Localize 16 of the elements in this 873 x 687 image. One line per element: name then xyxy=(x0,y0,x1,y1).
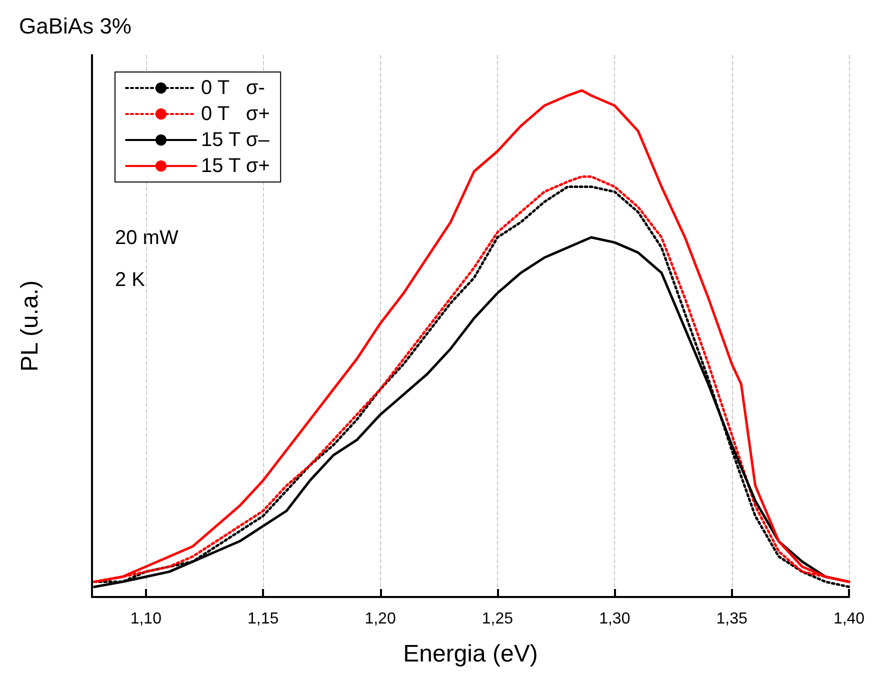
x-tick-label: 1,30 xyxy=(599,610,630,628)
x-tick-label: 1,10 xyxy=(130,610,162,628)
x-tick-label: 1,25 xyxy=(482,610,514,628)
x-axis-title: Energia (eV) xyxy=(403,640,538,668)
chart-title: GaBiAs 3% xyxy=(19,14,132,38)
x-tick-label: 1,40 xyxy=(833,610,865,628)
x-tick-label: 1,20 xyxy=(364,610,396,628)
legend-label: 0 T σ- xyxy=(201,77,265,99)
annotation: 2 K xyxy=(115,269,146,291)
x-tick-label: 1,15 xyxy=(248,610,279,628)
x-tick-label: 1,35 xyxy=(716,610,748,628)
annotation: 20 mW xyxy=(115,227,178,249)
legend-label: 15 T σ– xyxy=(201,129,270,151)
legend-label: 15 T σ+ xyxy=(201,155,270,177)
legend-label: 0 T σ+ xyxy=(201,103,270,125)
y-axis-title: PL (u.a.) xyxy=(16,280,44,372)
